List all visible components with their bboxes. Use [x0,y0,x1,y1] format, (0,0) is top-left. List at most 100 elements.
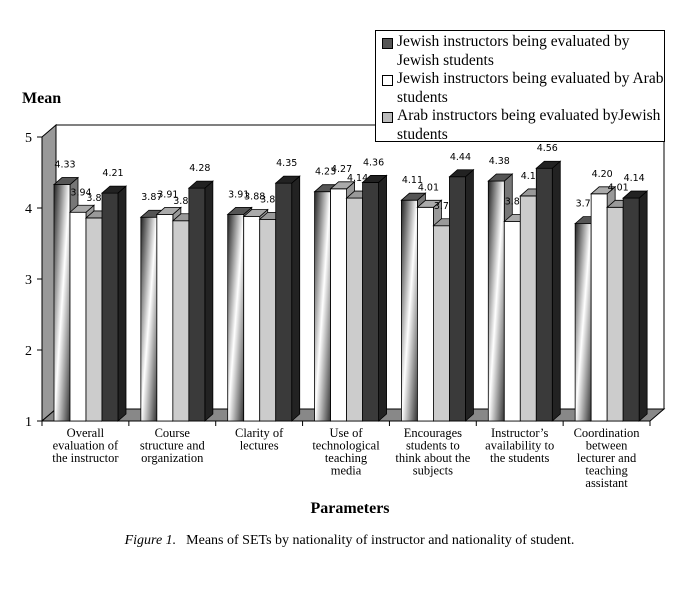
bar-side [551,160,561,422]
legend: Jewish instructors being evaluated by Je… [375,30,665,144]
bar-side [117,185,127,422]
y-axis-label: Mean [22,90,61,107]
bar [188,187,206,422]
bar [275,182,293,422]
x-tick-label: subjects [413,464,453,478]
data-label: 3.84 [260,194,281,205]
bar [590,193,608,422]
bar [259,218,277,422]
data-label: 4.21 [102,168,123,179]
bar-top [487,173,514,182]
legend-swatch [382,38,393,49]
bar-top [400,192,427,201]
data-label: 3.91 [157,189,178,200]
x-tick-label: lecturer and [577,451,637,465]
data-label: 3.94 [70,187,91,198]
bar [519,195,537,422]
bar-top [155,206,182,215]
bar-side [378,174,387,422]
y-tick-label: 1 [25,415,32,430]
y-tick-label: 3 [25,273,32,288]
bar-top [535,160,562,169]
data-label: 3.87 [141,192,162,203]
data-label: 3.88 [244,192,265,203]
legend-item: Jewish instructors being evaluated by Je… [380,33,664,70]
data-label: 3.82 [173,196,194,207]
bar [85,217,103,422]
data-label: 3.86 [86,193,107,204]
legend-label: Jewish instructors being evaluated by Ar… [397,70,664,106]
bar [574,223,592,422]
legend-label: Arab instructors being evaluated byJewis… [397,107,661,143]
data-label: 4.01 [418,182,439,193]
bar [140,216,158,422]
bar-side [638,190,648,422]
x-tick-label: the instructor [52,451,119,465]
x-tick-label: Coordination [574,426,641,440]
data-label: 4.36 [363,157,384,168]
legend-item: Jewish instructors being evaluated by Ar… [380,70,664,107]
data-label: 4.38 [489,156,510,167]
bar-top [68,204,96,213]
x-tick-label: Instructor’s [491,426,549,440]
data-label: 4.44 [450,152,471,163]
bar-top [361,175,388,183]
legend-label: Jewish instructors being evaluated by Je… [397,33,630,69]
bar [172,220,190,422]
data-label: 4.01 [608,182,629,193]
bar-top [622,190,649,199]
bar [69,211,87,422]
x-tick-label: teaching [325,451,368,465]
bar-top [590,186,617,195]
bar [53,184,71,422]
y-tick-label: 5 [25,131,32,146]
bar-side [204,180,214,422]
bar [346,197,363,422]
x-tick-label: lectures [240,439,279,453]
data-label: 4.17 [521,171,542,182]
data-label: 3.75 [434,201,455,212]
x-tick-label: structure and [140,439,206,453]
data-label: 3.78 [576,199,597,210]
bar-top [187,180,214,189]
bar [156,213,174,422]
x-tick-label: the students [490,451,550,465]
data-label: 4.56 [537,143,558,154]
caption-label: Figure 1. [124,533,177,548]
data-label: 4.14 [624,173,645,184]
bar-top [226,206,253,215]
x-tick-label: technological [312,439,380,453]
bar [503,221,521,422]
data-label: 4.11 [402,175,423,186]
bar [535,167,553,422]
x-tick-label: Encourages [404,426,462,440]
bar [433,225,450,422]
data-label: 3.91 [228,189,249,200]
data-label: 4.35 [276,158,297,169]
legend-swatch [382,75,393,86]
x-tick-label: Course [155,426,191,440]
x-tick-label: students to [406,439,460,453]
data-label: 4.20 [592,169,613,180]
bar-top [274,175,301,184]
bar [417,206,434,422]
bar-top [448,169,475,178]
bar [622,197,640,422]
x-tick-label: Clarity of [235,426,284,440]
legend-item: Arab instructors being evaluated byJewis… [380,107,664,144]
caption-text: Means of SETs by nationality of instruct… [186,533,575,548]
x-tick-label: Overall [67,426,105,440]
y-tick-label: 2 [25,344,32,359]
bar [449,176,466,422]
data-label: 4.23 [315,167,336,178]
bar [487,180,505,422]
y-tick-label: 4 [25,202,32,217]
x-axis-label: Parameters [310,500,389,517]
data-label: 4.27 [331,164,352,175]
x-tick-label: between [586,439,628,453]
data-label: 4.33 [54,160,75,171]
bar-top [242,209,269,217]
bar [227,213,245,422]
bar [606,206,624,422]
figure-caption: Figure 1. Means of SETs by nationality of… [0,533,699,549]
